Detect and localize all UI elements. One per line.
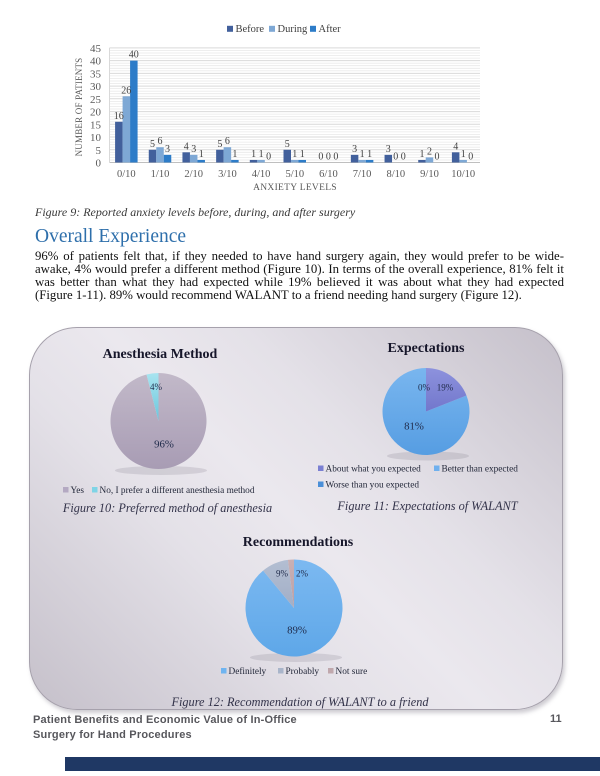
svg-text:5: 5 [217,139,222,150]
svg-text:Better than expected: Better than expected [442,464,519,474]
svg-text:20: 20 [90,107,102,119]
svg-text:2: 2 [427,146,432,157]
svg-text:3: 3 [352,144,357,155]
svg-text:4: 4 [453,141,458,152]
svg-text:5/10: 5/10 [285,169,304,180]
svg-text:2%: 2% [296,569,309,579]
svg-text:5: 5 [150,139,155,150]
svg-text:About what you expected: About what you expected [326,464,422,474]
svg-text:NUMBER OF PATIENTS: NUMBER OF PATIENTS [74,58,84,157]
svg-text:96%: 96% [154,439,174,451]
svg-text:Not sure: Not sure [336,667,368,677]
svg-text:25: 25 [90,94,102,106]
svg-text:No, I prefer a different anest: No, I prefer a different anesthesia meth… [100,485,255,496]
svg-text:Before: Before [236,24,265,35]
svg-text:16: 16 [114,111,124,122]
svg-text:Yes: Yes [71,486,85,496]
svg-text:ANXIETY LEVELS: ANXIETY LEVELS [253,183,337,193]
svg-text:During: During [278,24,308,35]
svg-text:1: 1 [300,149,305,160]
svg-text:After: After [319,24,342,35]
svg-text:3: 3 [191,144,196,155]
svg-text:2/10: 2/10 [184,169,203,180]
svg-text:30: 30 [90,81,102,93]
svg-text:35: 35 [90,68,102,80]
svg-text:45: 45 [90,43,102,55]
svg-text:81%: 81% [404,421,424,433]
svg-text:6: 6 [158,136,163,147]
svg-text:1: 1 [360,149,365,160]
svg-text:0%: 0% [418,383,431,393]
svg-text:4/10: 4/10 [252,169,271,180]
svg-text:0: 0 [318,152,323,163]
svg-text:5: 5 [285,139,290,150]
svg-text:89%: 89% [287,625,307,637]
svg-text:19%: 19% [437,383,454,393]
svg-text:5: 5 [96,145,102,157]
svg-text:1: 1 [292,149,297,160]
svg-text:1: 1 [461,149,466,160]
svg-text:4: 4 [184,141,189,152]
svg-text:0: 0 [393,152,398,163]
svg-text:0: 0 [96,158,102,170]
svg-text:0: 0 [468,152,473,163]
svg-text:7/10: 7/10 [353,169,372,180]
svg-text:9/10: 9/10 [420,169,439,180]
svg-text:0: 0 [435,152,440,163]
svg-text:0: 0 [326,152,331,163]
svg-text:40: 40 [90,56,102,68]
svg-text:1: 1 [199,149,204,160]
svg-text:1: 1 [259,149,264,160]
svg-text:6: 6 [225,136,230,147]
svg-text:1: 1 [420,149,425,160]
svg-text:4%: 4% [150,382,163,392]
svg-text:Worse than you expected: Worse than you expected [326,480,420,490]
svg-text:0: 0 [266,152,271,163]
svg-text:0: 0 [401,152,406,163]
svg-text:15: 15 [90,119,102,131]
svg-text:1: 1 [232,149,237,160]
svg-text:3: 3 [165,144,170,155]
svg-text:3: 3 [386,144,391,155]
svg-text:9%: 9% [276,569,289,579]
svg-text:10/10: 10/10 [451,169,475,180]
svg-text:3/10: 3/10 [218,169,237,180]
svg-text:Definitely: Definitely [229,666,267,677]
svg-text:0: 0 [333,152,338,163]
svg-text:10: 10 [90,132,102,144]
svg-text:1: 1 [251,149,256,160]
svg-text:0/10: 0/10 [117,169,136,180]
svg-text:40: 40 [129,50,139,61]
svg-text:26: 26 [121,85,131,96]
svg-text:Probably: Probably [286,667,320,677]
svg-text:1: 1 [367,149,372,160]
svg-text:8/10: 8/10 [386,169,405,180]
svg-text:1/10: 1/10 [151,169,170,180]
svg-text:6/10: 6/10 [319,169,338,180]
